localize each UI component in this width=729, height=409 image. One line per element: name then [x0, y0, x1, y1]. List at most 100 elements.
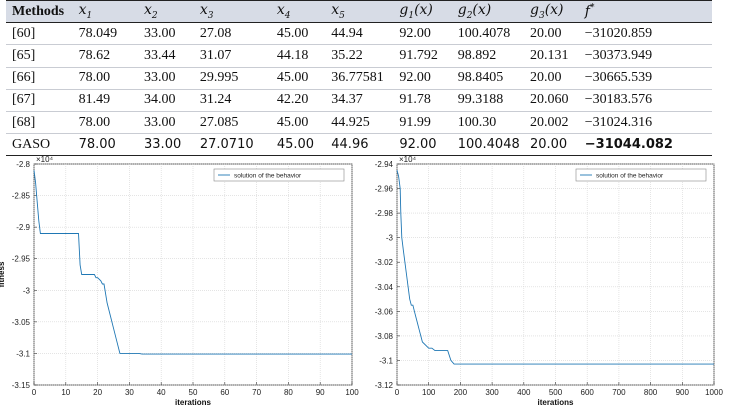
x-tick-label: 500 [549, 388, 563, 397]
y-tick-label: -3.12 [375, 381, 394, 390]
chart-svg-right: 0 100 200 300 400 500 600 700 800 900 1000 -2.94 -2.… [375, 155, 724, 407]
column-header-5: x5 [331, 2, 345, 21]
y-tick-label: -2.98 [375, 209, 394, 218]
table-row: [68] 78.00 33.00 27.085 45.00 44.925 91.99 100.… [6, 111, 712, 134]
y-tick-label: -2.95 [12, 255, 31, 264]
x-tick-label: 200 [454, 388, 468, 397]
value-cell: −31024.316 [584, 114, 653, 130]
column-header-0: Methods [12, 3, 65, 19]
x-tick-label: 0 [32, 388, 37, 397]
exponent-label: ×10⁴ [36, 155, 54, 164]
value-cell: 27.085 [199, 114, 239, 130]
value-cell: 34.00 [144, 92, 176, 108]
value-cell: 78.00 [78, 114, 111, 130]
column-header-9: f* [584, 3, 595, 20]
method-cell: GASO [12, 136, 51, 152]
x-tick-label: 900 [676, 388, 690, 397]
x-tick-label: 50 [189, 388, 198, 397]
y-tick-label: -3.15 [12, 381, 31, 390]
value-cell: 91.99 [399, 114, 431, 130]
value-cell: 100.4078 [457, 25, 511, 41]
value-cell: 33.00 [144, 70, 176, 86]
value-cell: 20.00 [529, 137, 568, 153]
x-tick-label: 60 [220, 388, 229, 397]
value-cell: −30373.949 [584, 47, 653, 63]
x-tick-label: 0 [395, 388, 400, 397]
value-cell: 81.49 [78, 92, 111, 108]
column-header-1: x1 [78, 2, 93, 21]
value-cell: 44.96 [331, 137, 369, 153]
method-cell: [65] [12, 47, 36, 63]
value-cell: 45.00 [276, 70, 309, 86]
value-cell: 92.00 [399, 137, 437, 153]
value-cell: 29.995 [199, 70, 239, 86]
value-cell: 34.37 [331, 92, 363, 108]
value-cell: 45.00 [276, 137, 315, 153]
y-tick-label: -3.05 [12, 318, 31, 327]
column-header-4: x4 [276, 2, 291, 21]
column-header-6: g1(x) [399, 2, 433, 21]
x-tick-label: 30 [125, 388, 134, 397]
y-tick-label: -2.8 [16, 160, 30, 169]
value-cell: 78.62 [78, 47, 111, 63]
exponent-label: ×10⁴ [399, 155, 417, 164]
method-cell: [67] [12, 92, 36, 108]
value-cell: 91.792 [399, 47, 438, 63]
method-cell: [60] [12, 25, 36, 41]
x-tick-label: 20 [93, 388, 102, 397]
table-row: [67] 81.49 34.00 31.24 42.20 34.37 91.78 99.318… [6, 89, 712, 112]
legend-label: solution of the behavior [234, 172, 302, 179]
value-cell: 31.24 [199, 92, 232, 108]
y-tick-label: -2.9 [16, 223, 30, 232]
value-cell: 35.22 [331, 47, 363, 63]
x-tick-label: 70 [252, 388, 261, 397]
x-tick-label: 100 [422, 388, 436, 397]
y-tick-label: -2.94 [375, 160, 394, 169]
results-table: Methods x1 x2 x3 x4 x5 g1(x) g2(x) g3(x) f* [60] 7… [6, 0, 712, 156]
convergence-plot-right: 0 100 200 300 400 500 600 700 800 900 1000 -2.94 -2.… [365, 153, 729, 409]
table-row: [65] 78.62 33.44 31.07 44.18 35.22 91.792 98.89… [6, 45, 712, 68]
x-tick-label: 40 [157, 388, 166, 397]
value-cell: 100.30 [457, 114, 497, 130]
value-cell: 27.0710 [199, 137, 254, 153]
value-cell: 42.20 [276, 92, 309, 108]
value-cell: 20.131 [529, 47, 569, 63]
value-cell: 98.892 [457, 47, 497, 63]
value-cell: 33.00 [144, 114, 176, 130]
y-tick-label: -3 [23, 286, 31, 295]
value-cell: −30665.539 [584, 70, 653, 86]
legend-box [213, 168, 345, 182]
value-cell: 20.00 [529, 70, 562, 86]
value-cell: −31020.859 [584, 25, 653, 41]
x-tick-label: 100 [345, 388, 359, 397]
value-cell: 45.00 [276, 114, 309, 130]
x-tick-label: 1000 [705, 388, 723, 397]
y-tick-label: -3.08 [375, 332, 394, 341]
method-cell: [66] [12, 70, 36, 86]
value-cell: 36.77581 [331, 70, 384, 86]
y-tick-label: -3.1 [16, 349, 30, 358]
value-cell: 45.00 [276, 25, 309, 41]
convergence-plot-left: 0 10 20 30 40 50 60 70 80 90 100 -2.8 -2.85 -2.9 -2.95… [0, 153, 365, 409]
column-header-8: g3(x) [529, 2, 564, 21]
value-cell: 78.00 [78, 137, 116, 153]
table-row: [60] 78.049 33.00 27.08 45.00 44.94 92.00 100.4… [6, 23, 712, 45]
y-tick-label: -3.04 [375, 283, 394, 292]
value-cell: 33.00 [144, 25, 176, 41]
value-cell: −30183.576 [584, 92, 653, 108]
x-tick-label: 600 [581, 388, 595, 397]
x-tick-label: 800 [644, 388, 658, 397]
value-cell: 33.00 [144, 137, 182, 153]
value-cell: 78.00 [78, 70, 111, 86]
value-cell: 99.3188 [457, 92, 504, 108]
value-cell: 27.08 [199, 25, 232, 41]
x-tick-label: 300 [485, 388, 499, 397]
x-tick-label: 700 [612, 388, 626, 397]
legend-box [575, 168, 707, 182]
column-header-2: x2 [144, 2, 158, 21]
value-cell: −31044.082 [584, 137, 673, 153]
column-header-7: g2(x) [457, 2, 492, 21]
value-cell: 92.00 [399, 70, 431, 86]
series-line-0 [396, 169, 714, 365]
table-header-row: Methods x1 x2 x3 x4 x5 g1(x) g2(x) g3(x) f* [6, 0, 712, 23]
